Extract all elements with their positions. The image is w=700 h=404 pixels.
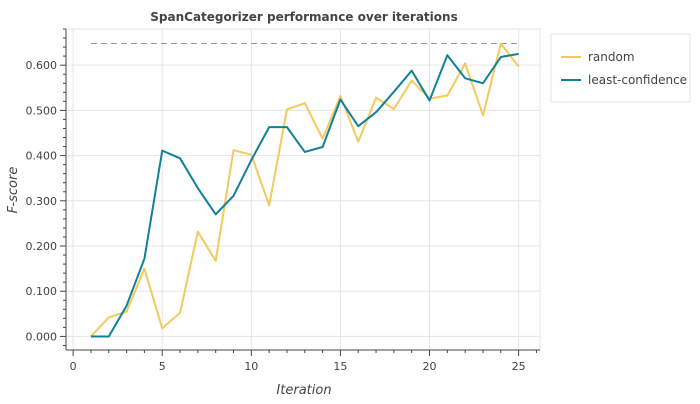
grid bbox=[66, 29, 540, 350]
x-axis-title: Iteration bbox=[276, 383, 331, 398]
chart-title: SpanCategorizer performance over iterati… bbox=[150, 10, 457, 24]
y-tick-label: 0.300 bbox=[26, 195, 58, 208]
x-tick-label: 5 bbox=[159, 360, 166, 373]
y-tick-label: 0.500 bbox=[26, 104, 58, 117]
y-axis-title: F-score bbox=[6, 167, 21, 214]
x-tick-label: 15 bbox=[333, 360, 347, 373]
legend-item-random[interactable]: random bbox=[561, 50, 635, 64]
legend[interactable]: random least-confidence bbox=[550, 33, 691, 103]
y-tick-label: 0.400 bbox=[26, 150, 58, 163]
legend-item-least-confidence[interactable]: least-confidence bbox=[561, 73, 687, 87]
plot-area bbox=[65, 28, 541, 351]
legend-box bbox=[550, 33, 691, 103]
axes: 0 5 10 15 20 25 0.000 0.100 0.200 0.300 0.400 0.500… bbox=[26, 28, 540, 373]
series-line-random bbox=[90, 42, 520, 338]
x-tick-label: 0 bbox=[70, 360, 77, 373]
y-tick-label: 0.000 bbox=[26, 330, 58, 343]
x-tick-label: 25 bbox=[512, 360, 526, 373]
x-tick-label: 10 bbox=[244, 360, 258, 373]
legend-label: least-confidence bbox=[588, 73, 687, 87]
series-line-least-confidence bbox=[90, 52, 519, 338]
series-layer bbox=[90, 42, 520, 338]
y-tick-label: 0.200 bbox=[26, 240, 58, 253]
legend-label: random bbox=[588, 50, 635, 64]
x-tick-label: 20 bbox=[423, 360, 437, 373]
y-tick-label: 0.100 bbox=[26, 285, 58, 298]
y-tick-label: 0.600 bbox=[26, 59, 58, 72]
